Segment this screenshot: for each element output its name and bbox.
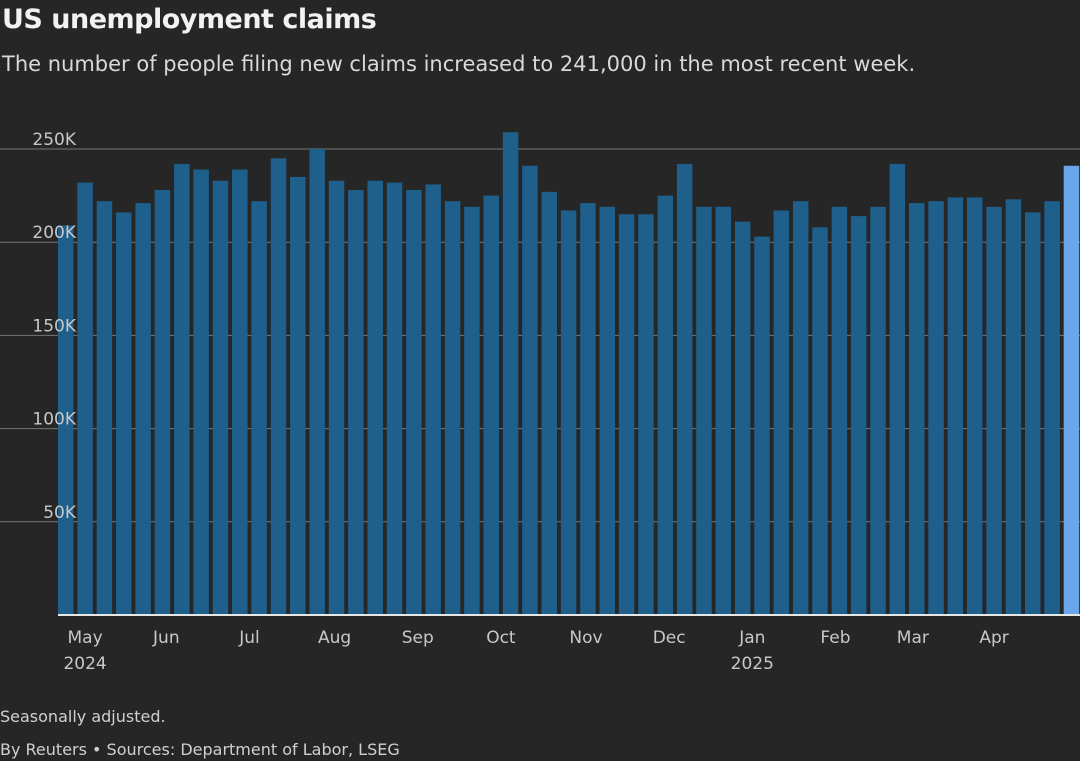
x-tick-label: Mar <box>897 628 929 648</box>
x-tick-label: Feb <box>820 628 850 648</box>
bar <box>386 182 403 616</box>
x-tick-label: Nov <box>569 628 602 648</box>
x-axis-ticks: May 2024 Jun Jul Aug Sep Oct Nov Dec Jan 2025 Feb Ma… <box>63 628 1008 674</box>
y-tick-label: 100K <box>32 410 76 430</box>
x-tick-label: Sep <box>402 628 434 648</box>
bar <box>908 203 925 615</box>
bar <box>831 206 848 615</box>
bar <box>754 236 770 616</box>
bar <box>889 163 906 615</box>
x-tick-label: Oct <box>486 628 516 648</box>
bar <box>212 180 229 615</box>
bar <box>406 190 422 615</box>
chart-title: US unemployment claims <box>2 4 377 35</box>
bar <box>928 201 944 615</box>
bar <box>464 206 480 615</box>
bar <box>947 197 964 615</box>
bar <box>560 210 577 615</box>
y-tick-label: 250K <box>32 130 76 150</box>
x-tick-year-label: 2024 <box>63 654 106 674</box>
bar <box>580 203 596 615</box>
bar <box>116 212 132 615</box>
bar <box>522 165 538 615</box>
bar <box>870 206 886 615</box>
chart-subtitle: The number of people filing new claims i… <box>2 52 916 76</box>
bar <box>1005 199 1022 615</box>
x-tick-label: Dec <box>653 628 686 648</box>
bar <box>328 180 345 615</box>
footnote: Seasonally adjusted. <box>0 707 166 726</box>
bar <box>348 190 364 615</box>
bar <box>676 163 693 615</box>
bar <box>135 203 151 615</box>
y-tick-label: 50K <box>43 503 77 523</box>
x-tick-label: May <box>68 628 103 648</box>
bar <box>986 206 1002 615</box>
bar <box>618 214 635 615</box>
bar <box>850 216 867 615</box>
bar <box>193 169 209 615</box>
bar <box>638 214 654 615</box>
bar <box>96 201 113 615</box>
bar <box>444 201 461 615</box>
bar-chart: 50K 100K 150K 200K 250K May 2024 Jun Jul Aug Sep O… <box>0 130 1080 674</box>
bar <box>270 158 287 615</box>
bar <box>773 210 790 615</box>
y-tick-label: 200K <box>32 223 76 243</box>
y-tick-label: 150K <box>32 316 76 336</box>
x-tick-label: Jun <box>152 628 180 648</box>
x-tick-label: Jul <box>238 628 260 648</box>
bar <box>734 221 751 615</box>
x-tick-label: Jan <box>738 628 765 648</box>
bar <box>367 180 383 615</box>
bar <box>599 206 616 615</box>
bar <box>77 182 93 616</box>
bars <box>58 132 1080 616</box>
bar <box>1044 201 1060 615</box>
x-tick-label: Apr <box>979 628 1008 648</box>
bar-latest <box>1063 165 1080 615</box>
bar <box>966 197 983 615</box>
x-tick-year-label: 2025 <box>731 654 774 674</box>
bar <box>251 201 267 615</box>
bar <box>483 195 499 615</box>
source-credit: By Reuters • Sources: Department of Labo… <box>0 740 400 759</box>
bar <box>657 195 674 615</box>
bar <box>58 225 74 616</box>
bar <box>1025 212 1041 615</box>
bar <box>154 190 171 615</box>
y-axis-ticks: 50K 100K 150K 200K 250K <box>32 130 76 523</box>
bar <box>425 184 441 616</box>
bar <box>541 191 557 615</box>
bar <box>174 163 190 615</box>
x-tick-label: Aug <box>318 628 351 648</box>
bar <box>792 201 809 615</box>
bar <box>290 176 306 615</box>
bar <box>232 169 248 615</box>
bar <box>696 206 712 615</box>
bar <box>502 132 519 615</box>
bar <box>812 227 828 615</box>
bar <box>309 149 325 615</box>
bar <box>715 206 732 615</box>
